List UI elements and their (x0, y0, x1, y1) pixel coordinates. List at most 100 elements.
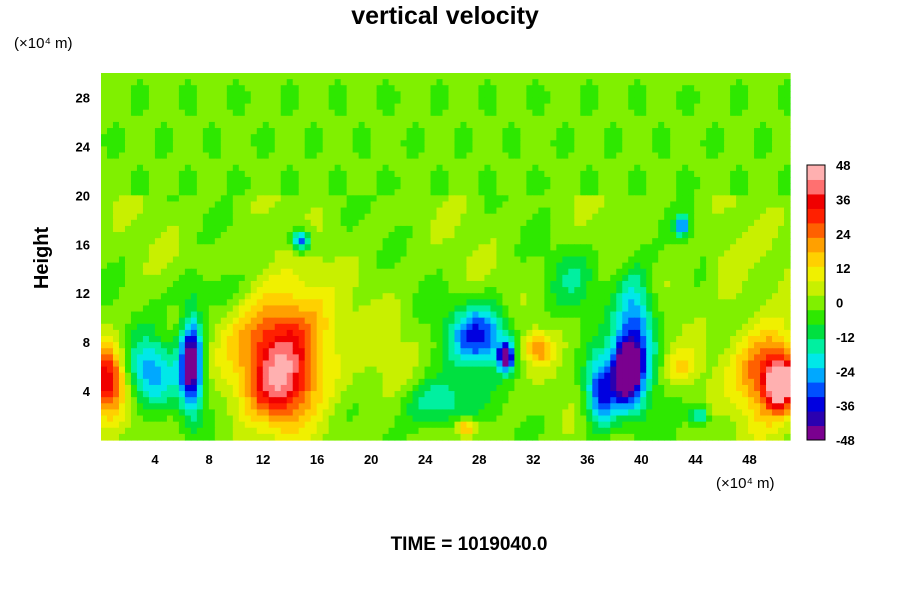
heatmap-cell (658, 85, 665, 92)
heatmap-cell (238, 225, 246, 233)
heatmap-cell (760, 164, 767, 172)
heatmap-cell (766, 79, 773, 86)
heatmap-cell (682, 109, 689, 117)
heatmap-cell (340, 299, 348, 307)
heatmap-cell (262, 323, 270, 331)
heatmap-cell (406, 280, 414, 288)
heatmap-cell (262, 274, 270, 282)
heatmap-cell (634, 121, 641, 129)
heatmap-cell (370, 183, 378, 190)
heatmap-cell (394, 207, 402, 215)
heatmap-cell (178, 85, 186, 92)
heatmap-cell (148, 232, 156, 239)
heatmap-cell (196, 305, 204, 313)
heatmap-cell (430, 274, 438, 282)
heatmap-cell (448, 176, 456, 184)
heatmap-cell (664, 164, 671, 172)
heatmap-cell (268, 268, 276, 276)
heatmap-cell (598, 109, 605, 117)
heatmap-cell (574, 274, 581, 282)
heatmap-cell (460, 121, 468, 129)
heatmap-cell (160, 293, 168, 300)
heatmap-cell (766, 146, 773, 154)
heatmap-cell (322, 323, 330, 331)
heatmap-cell (544, 121, 551, 129)
heatmap-cell (460, 79, 468, 86)
heatmap-cell (232, 232, 240, 239)
heatmap-cell (502, 250, 510, 258)
heatmap-cell (646, 195, 653, 203)
heatmap-cell (754, 73, 761, 80)
heatmap-cell (400, 189, 408, 196)
heatmap-cell (496, 244, 504, 251)
heatmap-cell (268, 85, 276, 92)
heatmap-cell (676, 201, 683, 209)
heatmap-cell (514, 115, 521, 123)
heatmap-cell (148, 189, 156, 196)
heatmap-cell (652, 305, 659, 313)
heatmap-cell (550, 91, 557, 99)
heatmap-cell (124, 329, 132, 337)
heatmap-cell (634, 152, 641, 160)
heatmap-cell (262, 103, 270, 111)
heatmap-cell (646, 225, 653, 233)
heatmap-cell (268, 323, 276, 331)
heatmap-cell (184, 146, 192, 154)
heatmap-cell (406, 201, 414, 209)
heatmap-cell (760, 323, 767, 331)
heatmap-cell (778, 152, 785, 160)
heatmap-cell (436, 329, 444, 337)
heatmap-cell (514, 109, 521, 117)
heatmap-cell (214, 170, 222, 178)
heatmap-cell (514, 323, 521, 331)
heatmap-cell (592, 293, 599, 300)
heatmap-cell (256, 311, 264, 319)
heatmap-cell (214, 158, 222, 166)
heatmap-cell (250, 152, 258, 160)
heatmap-cell (274, 152, 282, 160)
heatmap-cell (520, 103, 527, 111)
heatmap-cell (436, 262, 444, 270)
heatmap-cell (130, 225, 138, 233)
heatmap-cell (376, 103, 384, 111)
heatmap-cell (538, 176, 545, 184)
heatmap-cell (124, 280, 132, 288)
heatmap-cell (424, 152, 432, 160)
heatmap-cell (448, 293, 456, 300)
heatmap-cell (478, 170, 486, 178)
heatmap-cell (118, 91, 126, 99)
heatmap-cell (784, 170, 791, 178)
heatmap-cell (148, 256, 156, 264)
heatmap-cell (364, 85, 372, 92)
heatmap-cell (298, 287, 306, 294)
heatmap-cell (101, 79, 108, 86)
heatmap-cell (496, 225, 504, 233)
heatmap-cell (388, 158, 396, 166)
heatmap-cell (688, 183, 695, 190)
heatmap-cell (508, 97, 515, 105)
heatmap-cell (394, 262, 402, 270)
heatmap-cell (490, 305, 498, 313)
heatmap-cell (472, 262, 480, 270)
heatmap-cell (586, 115, 593, 123)
heatmap-cell (184, 238, 192, 245)
heatmap-cell (676, 256, 683, 264)
heatmap-cell (532, 274, 539, 282)
heatmap-cell (748, 323, 755, 331)
heatmap-cell (538, 225, 545, 233)
heatmap-cell (298, 323, 306, 331)
heatmap-cell (136, 164, 144, 172)
heatmap-cell (154, 232, 162, 239)
heatmap-cell (238, 219, 246, 227)
heatmap-cell (592, 103, 599, 111)
heatmap-cell (232, 195, 240, 203)
heatmap-cell (628, 97, 635, 105)
heatmap-cell (682, 146, 689, 154)
heatmap-cell (346, 115, 354, 123)
heatmap-cell (304, 176, 312, 184)
heatmap-cell (334, 293, 342, 300)
heatmap-cell (604, 299, 611, 307)
heatmap-cell (574, 323, 581, 331)
heatmap-cell (118, 115, 126, 123)
heatmap-cell (628, 213, 635, 221)
